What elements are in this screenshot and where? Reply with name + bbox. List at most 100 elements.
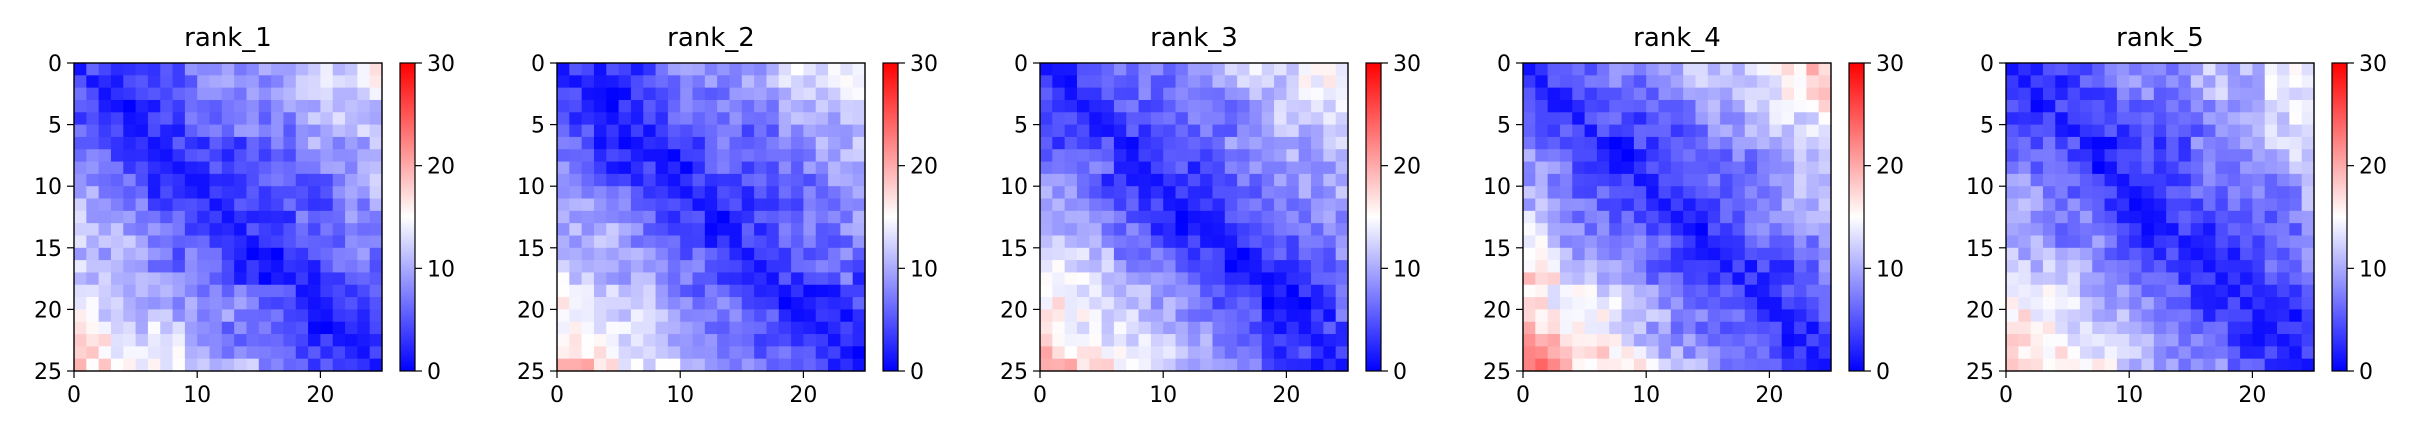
heatmap-cell: [815, 63, 829, 76]
heatmap-cell: [741, 210, 755, 224]
x-tick-label: 0: [67, 383, 81, 408]
heatmap-cell: [86, 124, 100, 138]
heatmap-cell: [643, 75, 657, 89]
heatmap-cell: [2277, 321, 2290, 335]
heatmap-cell: [766, 124, 780, 138]
heatmap-cell: [828, 63, 841, 76]
heatmap-cell: [2264, 297, 2278, 310]
heatmap-cell: [160, 235, 174, 249]
heatmap-cell: [630, 284, 644, 298]
heatmap-cell: [1163, 198, 1177, 212]
heatmap-cell: [2190, 198, 2204, 212]
heatmap-cell: [1274, 346, 1287, 360]
heatmap-cell: [2240, 321, 2253, 335]
heatmap-cell: [1658, 136, 1672, 150]
heatmap-cell: [1818, 99, 1832, 113]
heatmap-cell: [2240, 186, 2253, 200]
heatmap-cell: [2190, 247, 2204, 261]
heatmap-cell: [1212, 136, 1226, 150]
heatmap-cell: [86, 235, 100, 249]
heatmap-cell: [1781, 210, 1795, 224]
heatmap-cell: [593, 235, 607, 249]
heatmap-cell: [2203, 124, 2217, 138]
heatmap-cell: [1089, 99, 1103, 113]
heatmap-cell: [1224, 186, 1238, 200]
heatmap-cell: [1572, 75, 1586, 89]
heatmap-cell: [1224, 321, 1238, 335]
heatmap-cell: [1609, 63, 1623, 76]
heatmap-cell: [1794, 321, 1807, 335]
heatmap-cell: [741, 186, 755, 200]
plot-frame: [73, 62, 383, 372]
heatmap-cell: [258, 309, 272, 323]
heatmap-cell: [1274, 321, 1287, 335]
heatmap-cell: [1138, 235, 1152, 249]
heatmap-cell: [1806, 173, 1820, 187]
heatmap-cell: [184, 161, 198, 175]
heatmap-cell: [369, 309, 383, 323]
heatmap-cell: [147, 260, 161, 274]
heatmap-cell: [357, 149, 371, 163]
heatmap-cell: [1781, 247, 1795, 261]
heatmap-cell: [1806, 223, 1820, 237]
heatmap-cell: [1794, 260, 1807, 274]
heatmap-cell: [345, 235, 358, 249]
heatmap-cell: [1596, 334, 1610, 347]
heatmap-cell: [357, 63, 371, 76]
heatmap-cell: [729, 173, 743, 187]
heatmap-cell: [2203, 173, 2217, 187]
heatmap-cell: [1126, 161, 1140, 175]
heatmap-cell: [86, 297, 100, 310]
heatmap-cell: [778, 358, 792, 372]
heatmap-cell: [2042, 173, 2056, 187]
heatmap-cell: [630, 149, 644, 163]
heatmap-cell: [1609, 223, 1623, 237]
heatmap-cell: [581, 198, 595, 212]
heatmap-cell: [2006, 309, 2019, 323]
heatmap-cell: [1126, 247, 1140, 261]
heatmap-cell: [1633, 63, 1647, 76]
heatmap-cell: [791, 247, 804, 261]
heatmap-cell: [308, 297, 321, 310]
heatmap-cell: [1113, 99, 1127, 113]
heatmap-cell: [1523, 186, 1536, 200]
heatmap-cell: [778, 260, 792, 274]
heatmap-cell: [98, 260, 112, 274]
heatmap-cell: [1732, 186, 1746, 200]
heatmap-cell: [1818, 358, 1832, 372]
heatmap-cell: [1126, 309, 1140, 323]
heatmap-cell: [2178, 136, 2192, 150]
heatmap-cell: [1670, 247, 1684, 261]
heatmap-cell: [1732, 321, 1746, 335]
heatmap-cell: [1187, 247, 1201, 261]
heatmap-cell: [1744, 63, 1758, 76]
heatmap-cell: [2079, 334, 2093, 347]
heatmap-cell: [557, 112, 570, 126]
heatmap-cell: [840, 124, 854, 138]
y-tick-label: 10: [1966, 175, 1994, 200]
heatmap-cell: [815, 247, 829, 261]
heatmap-cell: [778, 149, 792, 163]
heatmap-cell: [1187, 112, 1201, 126]
heatmap-cell: [1559, 63, 1573, 76]
heatmap-cell: [1261, 321, 1275, 335]
heatmap-cell: [2215, 297, 2229, 310]
heatmap-cell: [123, 75, 137, 89]
heatmap-cell: [803, 272, 817, 286]
heatmap-cell: [1695, 272, 1709, 286]
heatmap-cell: [369, 198, 383, 212]
heatmap-cell: [2018, 297, 2032, 310]
heatmap-cell: [283, 334, 297, 347]
heatmap-cell: [1249, 186, 1263, 200]
heatmap-cell: [1212, 272, 1226, 286]
heatmap-cell: [1646, 235, 1660, 249]
heatmap-cell: [1187, 149, 1201, 163]
heatmap-cell: [1163, 297, 1177, 310]
heatmap-cell: [581, 297, 595, 310]
heatmap-cell: [1138, 346, 1152, 360]
heatmap-cell: [2104, 87, 2118, 101]
heatmap-cell: [791, 87, 804, 101]
heatmap-cell: [2042, 346, 2056, 360]
heatmap-cell: [135, 210, 149, 224]
heatmap-cell: [1769, 124, 1783, 138]
